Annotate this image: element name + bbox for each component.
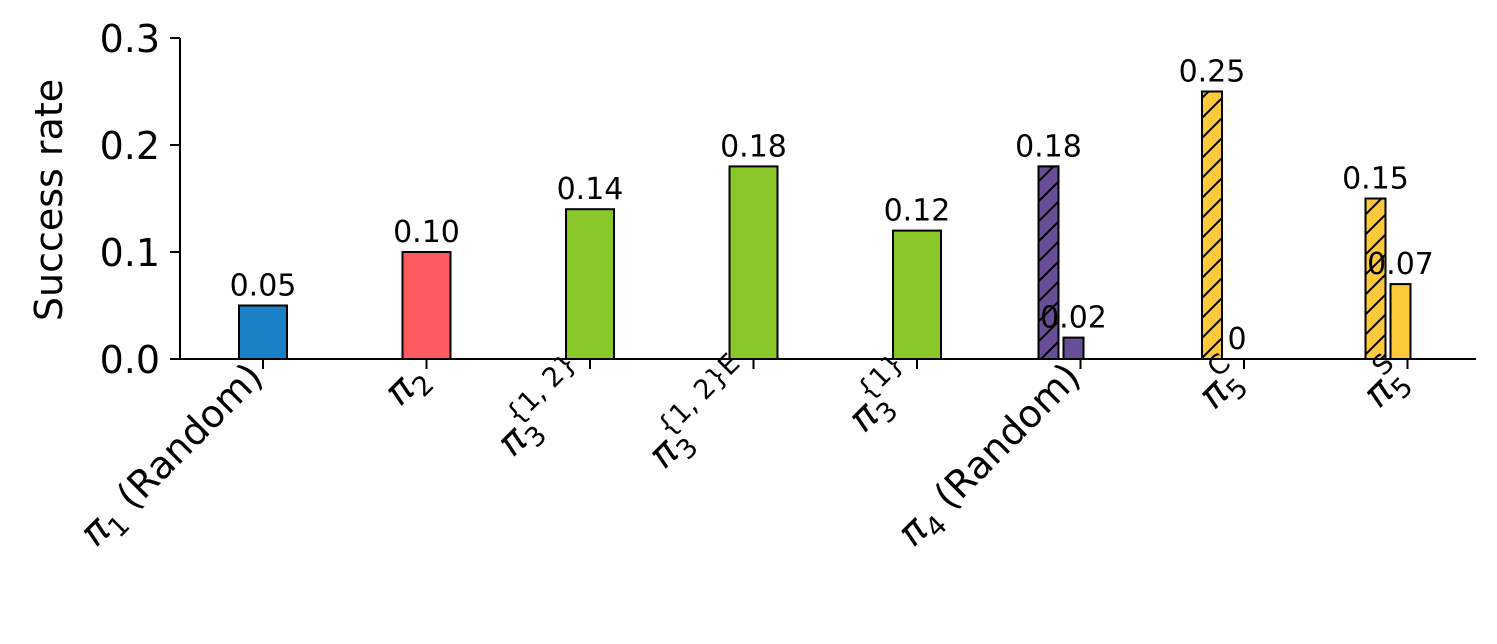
y-tick-label: 0.2 (100, 124, 160, 168)
bar-hatch (1201, 90, 1223, 360)
bar-value-label: 0.14 (557, 172, 624, 207)
bar-value-label: 0.18 (720, 129, 787, 164)
bar-value-label: 0 (1227, 322, 1246, 357)
bar (728, 165, 779, 360)
bar (1389, 283, 1412, 361)
y-axis: 0.0 0.1 0.2 0.3 (100, 17, 181, 382)
x-tick-label: π3{1, 2}E (633, 348, 767, 482)
x-tick-label: π1 (Random) (71, 354, 277, 560)
y-tick-label: 0.1 (100, 231, 160, 275)
x-tick-label: π3{1, 2} (482, 348, 604, 470)
x-tick-label: π4 (Random) (889, 354, 1095, 560)
bar-value-label: 0.10 (393, 215, 460, 250)
bar (1062, 336, 1085, 361)
bar (401, 251, 452, 360)
bar-value-label: 0.15 (1342, 162, 1409, 197)
y-axis-title: Success rate (27, 79, 71, 321)
bar-value-label: 0.07 (1367, 247, 1434, 282)
x-tick-label: π2 (375, 354, 440, 419)
bar (565, 208, 615, 360)
bar (238, 304, 288, 360)
bar-value-label: 0.05 (230, 269, 297, 304)
bar-value-label: 0.18 (1015, 129, 1082, 164)
bar-value-label: 0.02 (1040, 301, 1107, 336)
bars-layer: 0.05 0.10 0.14 0.18 0.12 0.18 0.02 0.25 0 0.15 0.0… (230, 55, 1434, 361)
bar-value-label: 0.12 (884, 194, 951, 229)
bar (892, 229, 942, 360)
y-tick-label: 0.0 (100, 338, 160, 382)
y-tick-label: 0.3 (100, 17, 160, 61)
bar-value-label: 0.25 (1179, 55, 1246, 90)
